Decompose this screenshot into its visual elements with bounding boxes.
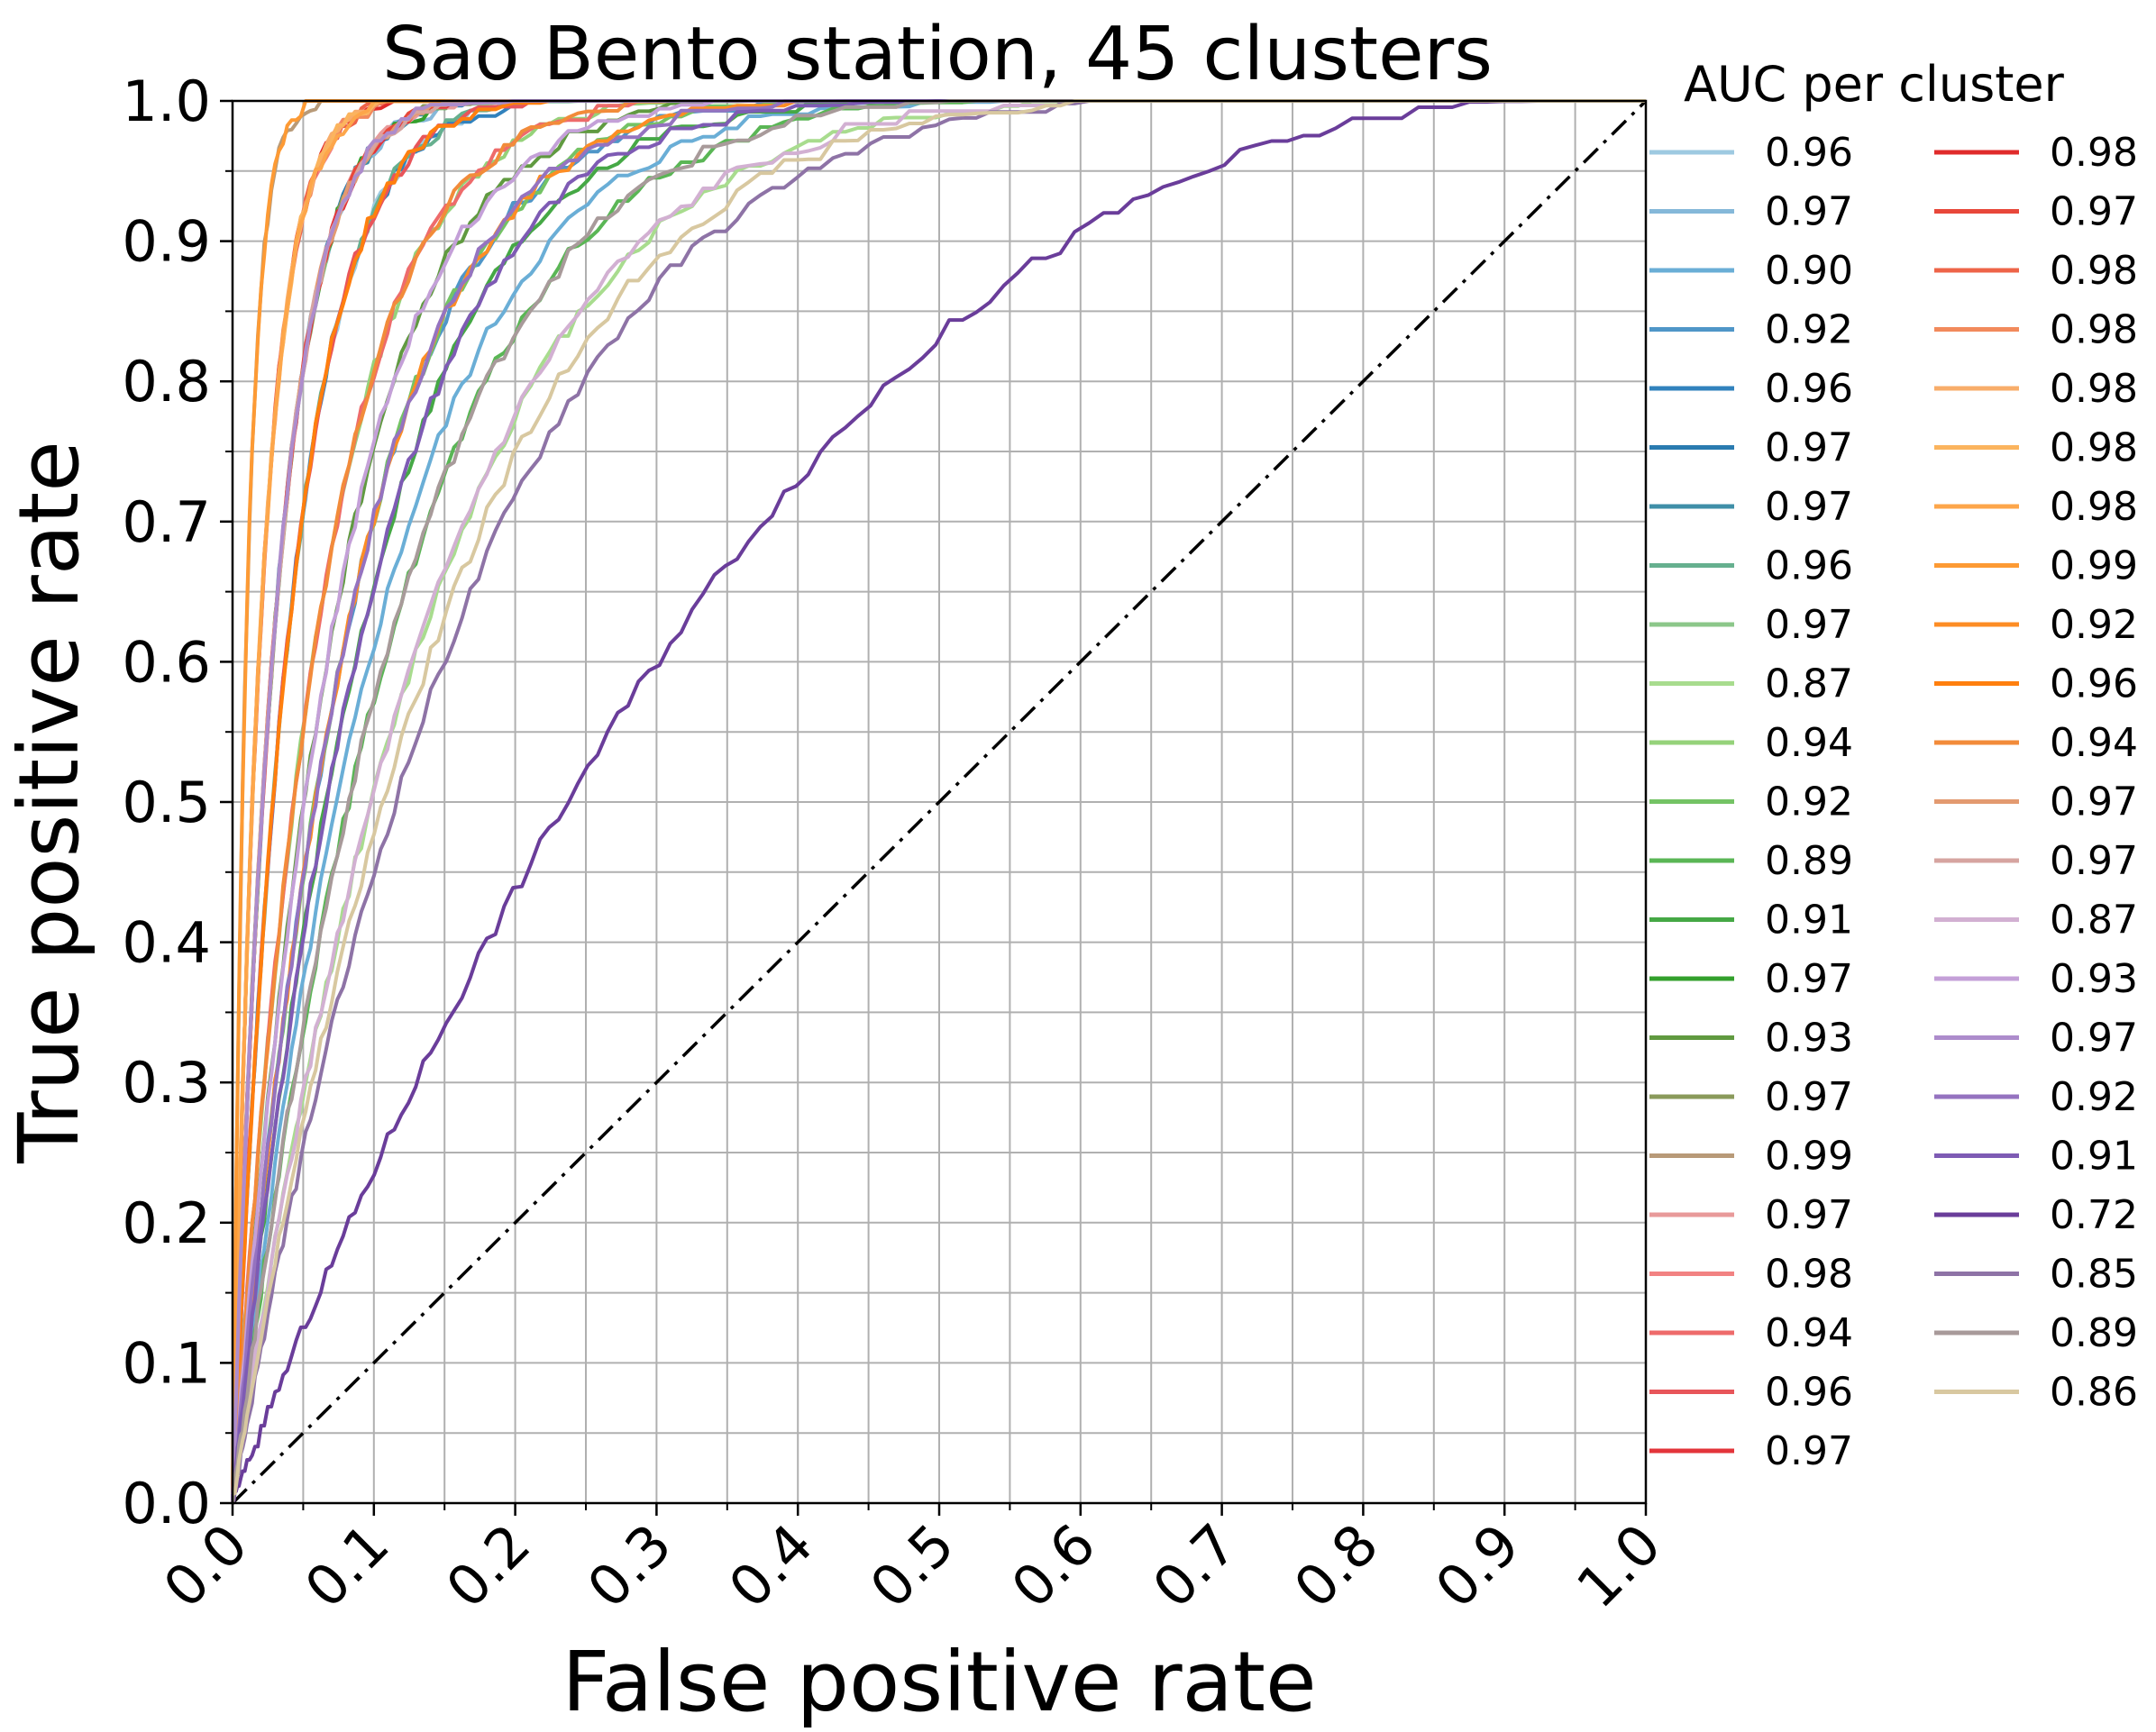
- legend-label: 0.87: [2050, 898, 2138, 943]
- legend-label: 0.92: [1765, 307, 1853, 353]
- legend-label: 0.97: [1765, 602, 1853, 648]
- x-tick-label: 0.7: [1140, 1511, 1249, 1620]
- legend-label: 0.94: [1765, 720, 1853, 766]
- legend-label: 0.98: [1765, 1252, 1853, 1298]
- legend-label: 0.96: [1765, 366, 1853, 412]
- legend-label: 0.97: [2050, 838, 2138, 884]
- legend-label: 0.92: [2050, 602, 2138, 648]
- legend-label: 0.96: [1765, 1370, 1853, 1416]
- legend-label: 0.97: [1765, 425, 1853, 471]
- y-tick-label: 0.2: [122, 1190, 211, 1256]
- x-tick-label: 0.6: [999, 1511, 1108, 1620]
- legend-label: 0.92: [2050, 1074, 2138, 1120]
- grid-lines: [233, 101, 1646, 1503]
- legend-label: 0.97: [2050, 189, 2138, 235]
- legend-label: 0.91: [1765, 898, 1853, 943]
- legend-label: 0.94: [2050, 720, 2138, 766]
- y-axis-label: True positive rate: [1, 441, 97, 1164]
- legend-label: 0.91: [2050, 1134, 2138, 1180]
- y-tick-label: 0.7: [122, 489, 211, 555]
- legend-label: 0.85: [2050, 1252, 2138, 1298]
- x-tick-label: 0.9: [1422, 1511, 1531, 1620]
- legend-label: 0.96: [2050, 661, 2138, 707]
- x-tick-label: 0.8: [1282, 1511, 1391, 1620]
- x-tick-label: 1.0: [1564, 1511, 1673, 1620]
- legend-label: 0.97: [1765, 484, 1853, 530]
- legend-label: 0.97: [1765, 1074, 1853, 1120]
- legend-label: 0.97: [1765, 189, 1853, 235]
- y-tick-label: 1.0: [122, 68, 211, 134]
- legend-label: 0.98: [2050, 425, 2138, 471]
- y-tick-label: 0.6: [122, 629, 211, 695]
- legend-label: 0.97: [1765, 1428, 1853, 1474]
- y-tick-label: 0.8: [122, 349, 211, 415]
- legend: 0.96 0.97 0.90 0.92 0.96 0.97 0.97 0.96 0.97 0.87…: [1649, 130, 2138, 1474]
- legend-title: AUC per cluster: [1684, 56, 2065, 113]
- legend-label: 0.98: [2050, 248, 2138, 294]
- legend-label: 0.94: [1765, 1310, 1853, 1356]
- legend-label: 0.87: [1765, 661, 1853, 707]
- legend-label: 0.98: [2050, 307, 2138, 353]
- x-tick-label: 0.5: [857, 1511, 966, 1620]
- x-tick-label: 0.1: [292, 1511, 401, 1620]
- legend-label: 0.98: [2050, 484, 2138, 530]
- legend-label: 0.89: [1765, 838, 1853, 884]
- legend-label: 0.96: [1765, 543, 1853, 589]
- y-tick-label: 0.4: [122, 910, 211, 976]
- legend-label: 0.99: [2050, 543, 2138, 589]
- y-tick-label: 0.5: [122, 770, 211, 835]
- reference-diagonal: [231, 99, 1648, 1505]
- legend-label: 0.97: [2050, 779, 2138, 825]
- diagonal-line: [231, 99, 1648, 1505]
- legend-label: 0.89: [2050, 1310, 2138, 1356]
- x-tick-label: 0.2: [434, 1511, 543, 1620]
- x-tick-label: 0.4: [716, 1511, 825, 1620]
- y-axis-ticks: 0.0 0.1 0.2 0.3 0.4 0.5 0.6 0.7 0.8 0.9 1.0: [122, 68, 233, 1536]
- roc-curve-42: [231, 99, 1646, 1504]
- legend-label: 0.86: [2050, 1370, 2138, 1416]
- legend-label: 0.92: [1765, 779, 1853, 825]
- x-axis-label: False positive rate: [562, 1634, 1316, 1730]
- x-axis-ticks: 0.0 0.1 0.2 0.3 0.4 0.5 0.6 0.7 0.8 0.9 1.0: [151, 1503, 1674, 1620]
- legend-label: 0.72: [2050, 1192, 2138, 1238]
- y-tick-label: 0.3: [122, 1050, 211, 1116]
- legend-label: 0.97: [1765, 956, 1853, 1002]
- legend-label: 0.90: [1765, 248, 1853, 294]
- legend-label: 0.96: [1765, 130, 1853, 176]
- legend-label: 0.93: [1765, 1016, 1853, 1062]
- legend-label: 0.97: [1765, 1192, 1853, 1238]
- legend-label: 0.93: [2050, 956, 2138, 1002]
- y-tick-label: 0.9: [122, 209, 211, 275]
- legend-label: 0.97: [2050, 1016, 2138, 1062]
- legend-label: 0.98: [2050, 130, 2138, 176]
- x-tick-label: 0.3: [575, 1511, 684, 1620]
- legend-label: 0.99: [1765, 1134, 1853, 1180]
- legend-label: 0.98: [2050, 366, 2138, 412]
- chart-title: Sao Bento station, 45 clusters: [382, 12, 1493, 97]
- y-tick-label: 0.0: [122, 1471, 211, 1536]
- y-tick-label: 0.1: [122, 1330, 211, 1396]
